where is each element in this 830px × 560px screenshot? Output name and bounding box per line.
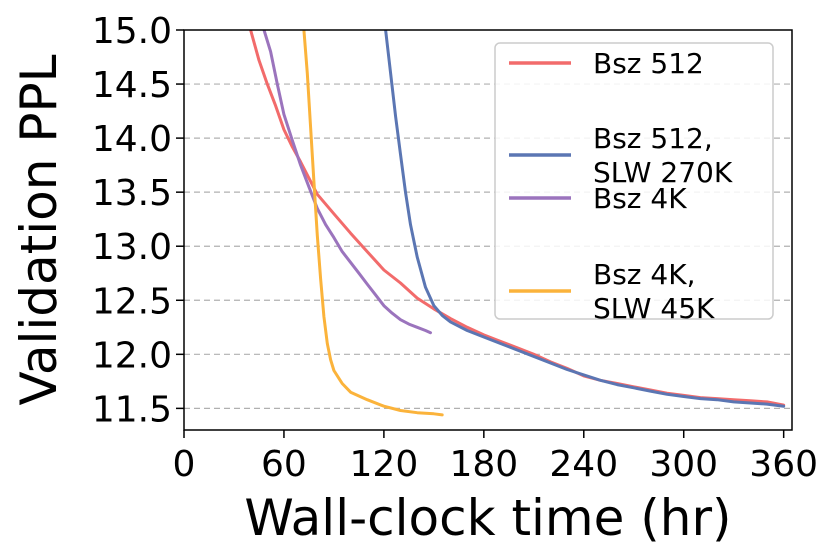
series-line-3 (262, 30, 432, 335)
x-tick-label: 360 (749, 444, 818, 485)
series-line-2 (384, 30, 786, 408)
y-tick-label: 13.5 (92, 173, 172, 214)
x-axis-label: Wall-clock time (hr) (244, 489, 731, 547)
x-tick-label: 240 (549, 444, 618, 485)
x-tick-label: 180 (449, 444, 518, 485)
legend-label: Bsz 4K, SLW 45K (593, 258, 715, 325)
x-tick-label: 300 (649, 444, 718, 485)
y-tick-label: 14.0 (92, 119, 172, 160)
legend-box (494, 42, 774, 320)
series-lines (249, 30, 786, 417)
x-tick-label: 0 (173, 444, 196, 485)
y-axis-ticks: 11.5 12.0 12.5 13.0 13.5 14.0 14.5 15.0 (92, 11, 184, 430)
x-tick-label: 120 (350, 444, 419, 485)
y-tick-label: 15.0 (92, 11, 172, 52)
y-tick-label: 12.5 (92, 281, 172, 322)
y-tick-label: 13.0 (92, 227, 172, 268)
legend-label: Bsz 512, SLW 270K (593, 122, 733, 189)
y-tick-label: 12.0 (92, 335, 172, 376)
gridlines (184, 83, 792, 409)
y-tick-label: 14.5 (92, 65, 172, 106)
x-axis-ticks: 0 60 120 180 240 300 360 (173, 430, 818, 485)
y-axis-label: Validation PPL (10, 54, 68, 405)
x-tick-label: 60 (261, 444, 307, 485)
legend-label: Bsz 512 (593, 47, 704, 80)
series-line-4 (302, 30, 444, 417)
legend-label: Bsz 4K (593, 182, 687, 215)
plot-frame (183, 29, 793, 431)
y-tick-label: 11.5 (92, 389, 172, 430)
